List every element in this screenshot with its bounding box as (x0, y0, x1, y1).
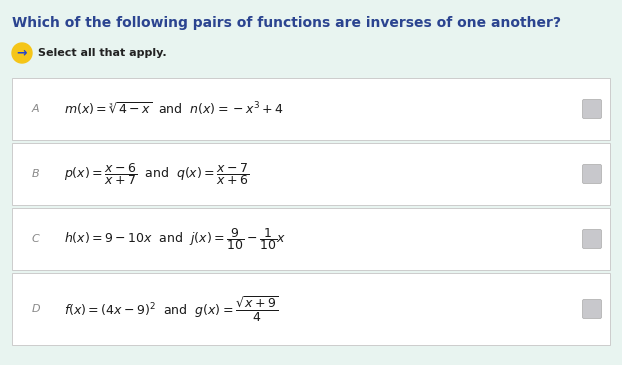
FancyBboxPatch shape (12, 78, 610, 140)
Text: A: A (32, 104, 40, 114)
Text: D: D (32, 304, 40, 314)
Text: →: → (17, 46, 27, 59)
FancyBboxPatch shape (582, 165, 601, 184)
FancyBboxPatch shape (582, 230, 601, 249)
Text: C: C (32, 234, 40, 244)
FancyBboxPatch shape (582, 100, 601, 119)
Text: B: B (32, 169, 40, 179)
Text: Which of the following pairs of functions are inverses of one another?: Which of the following pairs of function… (12, 16, 561, 30)
FancyBboxPatch shape (582, 300, 601, 319)
Text: $p(x)=\dfrac{x-6}{x+7}$  and  $q(x)=\dfrac{x-7}{x+6}$: $p(x)=\dfrac{x-6}{x+7}$ and $q(x)=\dfrac… (64, 161, 249, 187)
FancyBboxPatch shape (12, 143, 610, 205)
Text: $h(x)=9-10x$  and  $j(x)=\dfrac{9}{10}-\dfrac{1}{10}x$: $h(x)=9-10x$ and $j(x)=\dfrac{9}{10}-\df… (64, 226, 286, 252)
Text: Select all that apply.: Select all that apply. (38, 48, 167, 58)
Text: $f(x)=(4x-9)^2$  and  $g(x)=\dfrac{\sqrt{x+9}}{4}$: $f(x)=(4x-9)^2$ and $g(x)=\dfrac{\sqrt{x… (64, 294, 279, 324)
FancyBboxPatch shape (12, 273, 610, 345)
Circle shape (12, 43, 32, 63)
FancyBboxPatch shape (12, 208, 610, 270)
Text: $m(x)=\sqrt[3]{4-x}$  and  $n(x)=-x^3+4$: $m(x)=\sqrt[3]{4-x}$ and $n(x)=-x^3+4$ (64, 100, 284, 118)
